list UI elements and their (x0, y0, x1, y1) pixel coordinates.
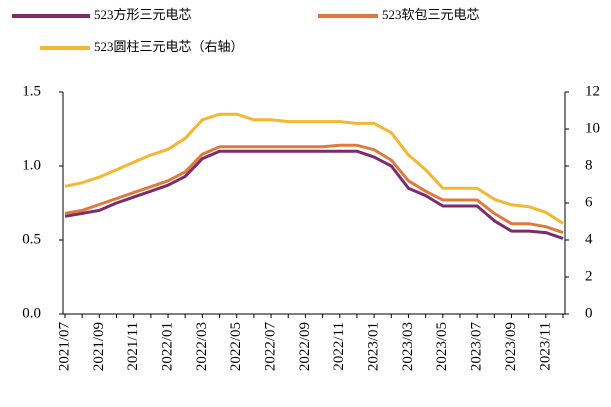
y2-tick-label: 6 (585, 194, 593, 210)
y2-tick-label: 10 (585, 120, 600, 136)
legend-label: 523圆柱三元电芯（右轴） (94, 39, 244, 54)
legend-label: 523软包三元电芯 (382, 7, 480, 22)
x-tick-label: 2022/03 (194, 322, 210, 371)
series-line (64, 112, 564, 225)
x-tick-label: 2022/09 (297, 322, 313, 371)
y-tick-label: 0.5 (22, 231, 41, 247)
y-tick-label: 0.0 (22, 305, 41, 321)
legend-label: 523方形三元电芯 (94, 7, 192, 22)
x-tick-label: 2023/07 (469, 322, 485, 372)
x-tick-label: 2022/07 (263, 322, 279, 372)
series-line (64, 143, 564, 235)
y2-tick-label: 12 (585, 83, 600, 99)
y2-tick-label: 2 (585, 268, 593, 284)
x-tick-label: 2021/07 (56, 322, 72, 372)
x-tick-label: 2023/09 (503, 322, 519, 371)
x-tick-label: 2022/05 (228, 322, 244, 371)
y2-tick-label: 0 (585, 305, 593, 321)
x-tick-label: 2023/05 (434, 322, 450, 371)
y2-tick-label: 8 (585, 157, 593, 173)
x-tick-label: 2021/11 (125, 322, 141, 371)
x-tick-label: 2022/11 (331, 322, 347, 371)
x-tick-label: 2023/03 (400, 322, 416, 371)
y2-tick-label: 4 (585, 231, 593, 247)
series-line (64, 149, 564, 240)
y-tick-label: 1.5 (22, 83, 41, 99)
x-tick-label: 2021/09 (91, 322, 107, 371)
y-tick-label: 1.0 (22, 157, 41, 173)
x-tick-label: 2023/01 (366, 322, 382, 371)
x-tick-label: 2023/11 (537, 322, 553, 371)
x-tick-label: 2022/01 (159, 322, 175, 371)
